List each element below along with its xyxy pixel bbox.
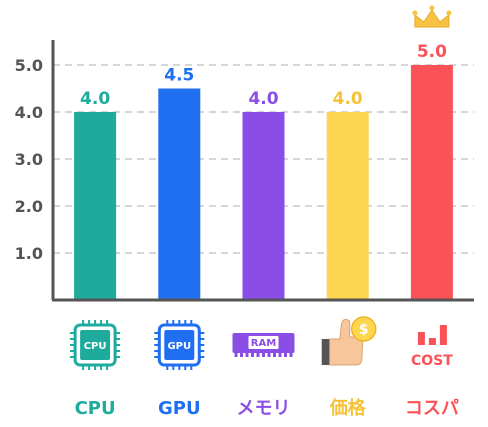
bar-value-label: 4.0	[80, 89, 110, 109]
bar	[74, 112, 117, 300]
thumbs-up-coin-icon: $	[321, 316, 377, 366]
value-labels: 4.0 4.5 4.0 4.0 5.0	[80, 42, 447, 109]
ram-contact	[245, 353, 249, 357]
bar-value-label: 4.0	[248, 89, 278, 109]
ram-contact	[251, 353, 254, 357]
cpu-chip-icon: CPU	[70, 320, 121, 370]
cost-bar	[428, 338, 436, 345]
bar-value-label: 4.5	[164, 66, 194, 86]
bar-value-label: 4.0	[333, 89, 363, 109]
crown-shape	[414, 9, 450, 28]
ram-contact	[267, 353, 271, 357]
chip-text: GPU	[167, 341, 191, 352]
bar	[158, 88, 201, 300]
y-tick-label: 4.0	[15, 103, 43, 122]
ram-contact	[278, 353, 282, 357]
crown-jewel	[412, 10, 418, 16]
y-tick-label: 3.0	[15, 150, 43, 169]
ram-text: RAM	[251, 338, 276, 349]
bar-value-label: 5.0	[417, 42, 447, 62]
bars	[74, 65, 453, 300]
y-axis-ticks: 1.0 2.0 3.0 4.0 5.0	[15, 56, 43, 263]
crown-jewel	[446, 10, 452, 16]
crown-jewel	[429, 5, 435, 11]
axes	[51, 40, 474, 302]
chip-core	[80, 330, 111, 360]
ram-contact	[234, 353, 238, 357]
chip-core	[164, 330, 195, 360]
cost-bar	[439, 325, 447, 345]
y-tick-label: 5.0	[15, 56, 43, 75]
cost-bar	[417, 332, 425, 345]
gpu-chip-icon: GPU	[154, 320, 205, 370]
category-label: 価格	[329, 397, 367, 419]
ram-contact	[289, 353, 293, 357]
ram-contact	[240, 353, 243, 357]
category-label: コスパ	[405, 398, 459, 419]
coin	[350, 316, 377, 342]
ram-module-icon: RAM	[232, 333, 295, 357]
category-icons: CPU GPU RAM $ COST	[70, 316, 453, 370]
category-label: CPU	[75, 398, 116, 419]
ram-contact	[256, 353, 260, 357]
bar	[242, 112, 285, 300]
sleeve	[321, 339, 330, 365]
ram-contact	[262, 353, 265, 357]
cost-text: COST	[411, 353, 453, 369]
bar	[410, 65, 453, 300]
coin-symbol: $	[359, 322, 369, 338]
ram-label	[248, 336, 279, 349]
category-label: GPU	[158, 398, 201, 419]
category-labels: CPU GPU メモリ 価格 コスパ	[75, 397, 459, 419]
chip-text: CPU	[84, 341, 107, 352]
ram-contact	[284, 353, 287, 357]
crown-icon	[412, 5, 452, 28]
category-label: メモリ	[237, 398, 291, 419]
y-tick-label: 2.0	[15, 197, 43, 216]
ram-contact	[273, 353, 276, 357]
bar	[326, 112, 369, 300]
cost-chart-icon: COST	[411, 325, 453, 369]
y-tick-label: 1.0	[15, 244, 43, 263]
